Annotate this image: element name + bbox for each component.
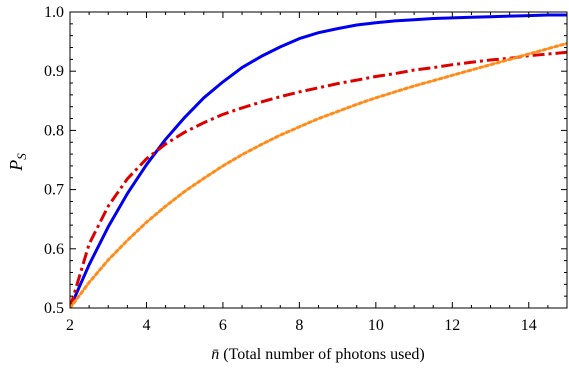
series-line-1 xyxy=(70,13,567,308)
x-tick-label: 2 xyxy=(66,317,74,334)
y-axis-label-main: P xyxy=(6,160,26,172)
x-tick-label: 14 xyxy=(521,317,537,334)
series-line-2 xyxy=(70,50,567,308)
series-layer xyxy=(70,13,567,308)
y-axis-label-sub: S xyxy=(14,153,29,160)
x-tick-label: 10 xyxy=(368,317,384,334)
x-axis-label-var: n̄ xyxy=(211,346,219,363)
y-tick-label: 0.9 xyxy=(44,63,64,80)
y-tick-label: 0.7 xyxy=(44,182,64,199)
y-tick-label: 1.0 xyxy=(44,4,64,21)
labels-layer: 2 4 6 8 10 12 14 0.5 0.6 0.7 0.8 0.9 1.0 xyxy=(44,4,537,334)
x-axis-label-text: (Total number of photons used) xyxy=(219,346,425,363)
y-axis-label: PS xyxy=(6,153,29,172)
x-tick-label: 4 xyxy=(142,317,150,334)
x-tick-label: 12 xyxy=(444,317,460,334)
x-axis-label: n̄ (Total number of photons used) xyxy=(211,346,425,363)
series-line-3 xyxy=(70,41,567,308)
y-tick-label: 0.8 xyxy=(44,122,64,139)
x-tick-label: 6 xyxy=(219,317,227,334)
ticks-layer xyxy=(69,11,568,309)
x-tick-label: 8 xyxy=(295,317,303,334)
y-tick-label: 0.5 xyxy=(44,300,64,317)
y-tick-label: 0.6 xyxy=(44,241,64,258)
